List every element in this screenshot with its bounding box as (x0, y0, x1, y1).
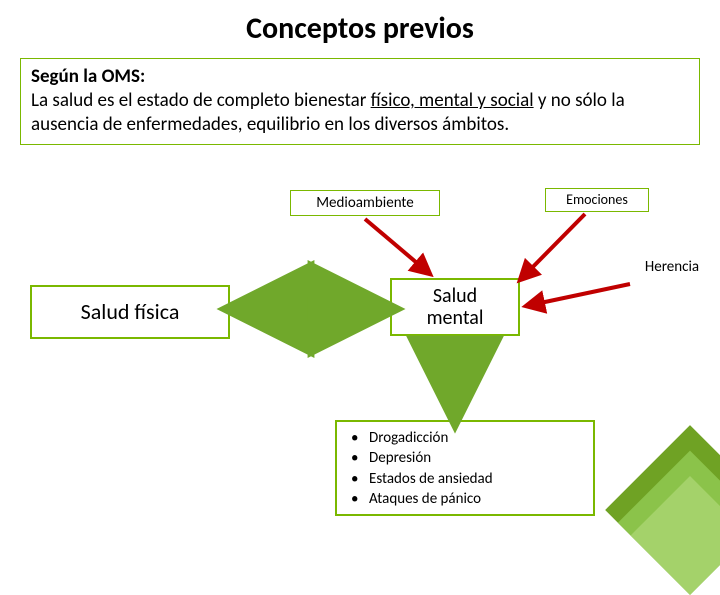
arrow-herencia-to-mental (526, 284, 630, 306)
definition-body-pre: La salud es el estado de completo bienes… (31, 89, 371, 112)
label-salud-fisica: Salud física (81, 300, 180, 324)
arrow-emociones-to-mental (520, 214, 585, 280)
definition-underline: físico, mental y social (371, 89, 534, 112)
tag-medioambiente: Medioambiente (290, 190, 440, 216)
box-salud-fisica: Salud física (30, 285, 230, 339)
box-salud-mental: Saludmental (390, 278, 520, 336)
tag-herencia: Herencia (630, 258, 714, 276)
slide-corner-accent (605, 425, 720, 595)
tag-emociones: Emociones (545, 188, 649, 212)
page-title: Conceptos previos (0, 10, 720, 47)
list-item: •Drogadicción (351, 428, 585, 448)
consequences-list: •Drogadicción •Depresión •Estados de ans… (335, 420, 595, 516)
label-salud-mental: Saludmental (427, 285, 484, 329)
list-item: •Depresión (351, 448, 585, 468)
definition-lead: Según la OMS: (31, 65, 145, 88)
list-item: •Estados de ansiedad (351, 469, 585, 489)
list-item: •Ataques de pánico (351, 489, 585, 509)
arrow-medio-to-mental (365, 219, 430, 274)
definition-box: Según la OMS: La salud es el estado de c… (20, 58, 700, 145)
